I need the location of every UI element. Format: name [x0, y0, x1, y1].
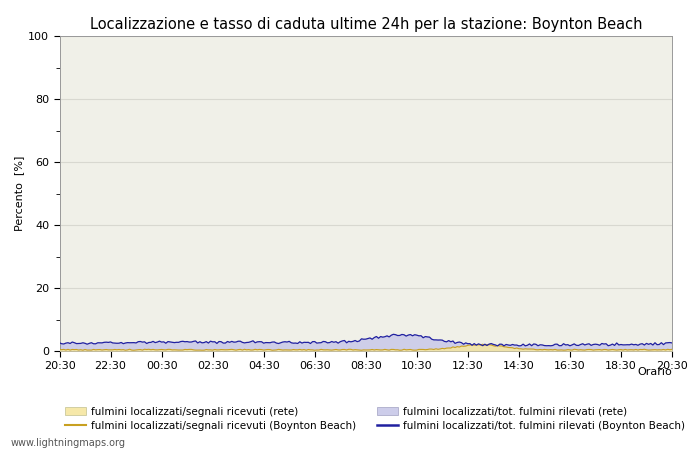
Text: www.lightningmaps.org: www.lightningmaps.org [10, 438, 125, 448]
Text: Orario: Orario [637, 367, 672, 377]
Y-axis label: Percento  [%]: Percento [%] [14, 156, 24, 231]
Legend: fulmini localizzati/segnali ricevuti (rete), fulmini localizzati/segnali ricevut: fulmini localizzati/segnali ricevuti (re… [64, 407, 685, 431]
Title: Localizzazione e tasso di caduta ultime 24h per la stazione: Boynton Beach: Localizzazione e tasso di caduta ultime … [90, 17, 642, 32]
